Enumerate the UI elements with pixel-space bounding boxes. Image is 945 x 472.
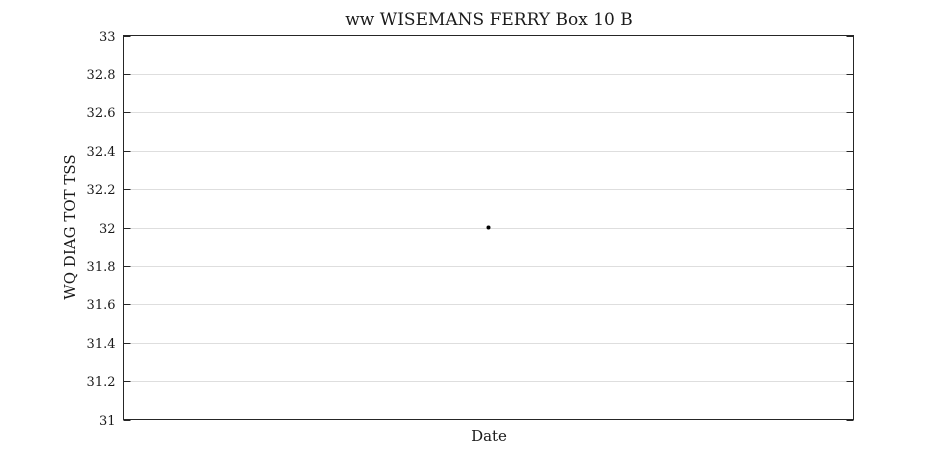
y-tick-label: 33 bbox=[99, 30, 116, 45]
chart-title: ww WISEMANS FERRY Box 10 B bbox=[345, 10, 633, 30]
y-axis-label: WQ DIAG TOT TSS bbox=[61, 154, 79, 299]
plot-area bbox=[123, 35, 854, 420]
y-tick-label: 32.6 bbox=[87, 106, 116, 121]
y-tick-label: 31.2 bbox=[87, 375, 116, 390]
y-tick-label: 32.4 bbox=[87, 145, 116, 160]
y-tick-label: 31.8 bbox=[87, 260, 116, 275]
x-axis-label: Date bbox=[471, 427, 507, 445]
y-tick-label: 32 bbox=[99, 222, 116, 237]
y-tick-label: 31.4 bbox=[87, 337, 116, 352]
y-tick-label: 32.2 bbox=[87, 183, 116, 198]
y-tick-label: 32.8 bbox=[87, 68, 116, 83]
y-tick-label: 31 bbox=[99, 414, 116, 429]
y-axis: 31 31.2 31.4 31.6 31.8 32 32.2 32.4 32.6 32.8 33 bbox=[87, 30, 854, 429]
data-point bbox=[486, 225, 491, 230]
data-points bbox=[486, 225, 491, 230]
y-tick-label: 31.6 bbox=[87, 298, 116, 313]
